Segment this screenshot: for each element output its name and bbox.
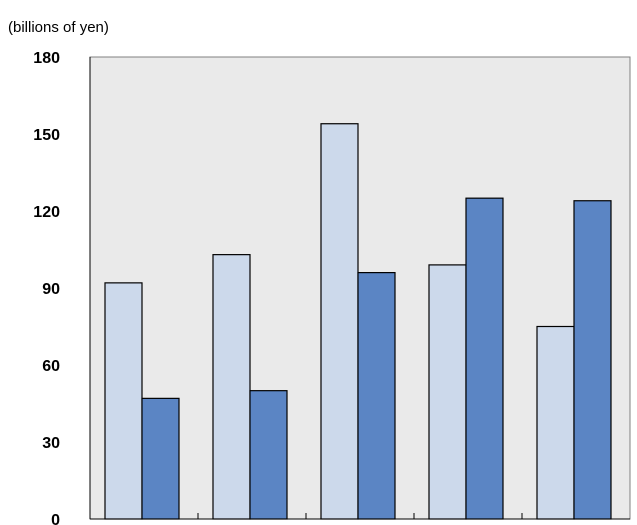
y-tick-label: 150 bbox=[33, 127, 60, 144]
bar-series-1-group-1 bbox=[104, 282, 143, 520]
bar-series-2-group-2 bbox=[249, 390, 288, 520]
bar-series-1-group-5 bbox=[536, 325, 575, 520]
y-tick-label: 0 bbox=[51, 512, 60, 525]
y-axis-unit-label: (billions of yen) bbox=[8, 19, 109, 36]
y-axis-tick-labels: 0 30 60 90 120 150 180 bbox=[33, 50, 60, 525]
y-tick-label: 120 bbox=[33, 204, 60, 221]
y-tick-label: 30 bbox=[42, 435, 60, 452]
y-tick-label: 60 bbox=[42, 358, 60, 375]
x-axis-ticks bbox=[197, 513, 523, 519]
bar-series-2-group-1 bbox=[141, 397, 180, 520]
bar-series-1-group-4 bbox=[428, 264, 467, 520]
bar-series-2-group-5 bbox=[573, 200, 612, 520]
bar-series-1-group-2 bbox=[212, 254, 251, 520]
bar-series-2-group-3 bbox=[357, 272, 396, 520]
bar-series-2-group-4 bbox=[465, 197, 504, 520]
bars-group bbox=[104, 123, 612, 520]
y-tick-label: 180 bbox=[33, 50, 60, 67]
bar-series-1-group-3 bbox=[320, 123, 359, 520]
y-tick-label: 90 bbox=[42, 281, 60, 298]
